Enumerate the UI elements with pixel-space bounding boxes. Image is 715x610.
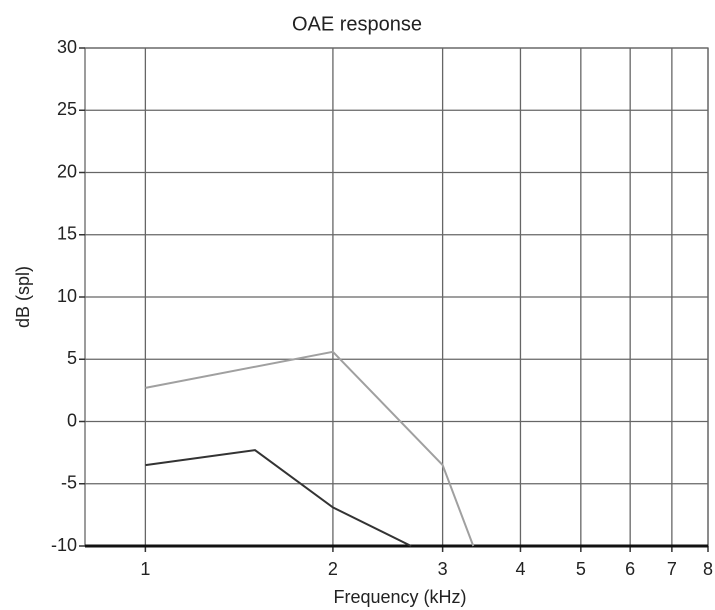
data-line <box>145 350 475 547</box>
x-axis-label: Frequency (kHz) <box>333 587 466 607</box>
x-tick-label: 3 <box>438 559 448 579</box>
x-tick-label: 6 <box>625 559 635 579</box>
y-tick-label: 15 <box>57 224 77 244</box>
x-tick-label: 4 <box>515 559 525 579</box>
y-tick-label: 20 <box>57 161 77 181</box>
chart-title: OAE response <box>292 13 422 35</box>
x-tick-label: 5 <box>576 559 586 579</box>
y-axis-label: dB (spl) <box>13 266 33 328</box>
y-tick-label: 0 <box>67 410 77 430</box>
x-tick-label: 8 <box>703 559 713 579</box>
y-tick-label: -5 <box>61 473 77 493</box>
x-tick-label: 1 <box>140 559 150 579</box>
y-tick-label: -10 <box>51 535 77 555</box>
y-tick-label: 25 <box>57 99 77 119</box>
y-tick-label: 10 <box>57 286 77 306</box>
x-tick-label: 7 <box>667 559 677 579</box>
y-tick-label: 30 <box>57 37 77 57</box>
data-line <box>145 449 412 547</box>
x-tick-label: 2 <box>328 559 338 579</box>
y-tick-label: 5 <box>67 348 77 368</box>
